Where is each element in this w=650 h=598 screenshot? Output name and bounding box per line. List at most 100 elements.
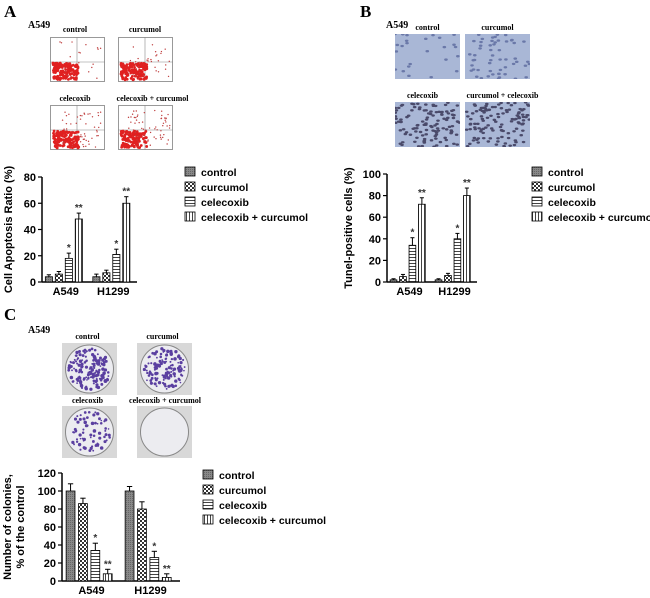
x-tick-label: A549 <box>78 585 104 597</box>
bar-celecoxib-A549 <box>64 257 73 283</box>
bar-curcumol-H1299 <box>137 508 147 582</box>
bar-curcumol-A549 <box>399 276 407 283</box>
legend-swatch <box>184 196 196 207</box>
caption: celecoxib <box>59 94 91 103</box>
legend-swatch <box>531 211 543 222</box>
bar-curcumol-H1299 <box>102 272 111 283</box>
y-tick-label: 100 <box>363 169 381 181</box>
significance-mark: * <box>455 223 459 234</box>
flow-plot-celecoxib <box>50 105 105 155</box>
y-tick-label: 60 <box>24 198 36 210</box>
bar-celecoxib-curcumol-H1299 <box>122 202 131 283</box>
panel-label-b: B <box>360 2 372 21</box>
bar-control-H1299 <box>124 490 135 582</box>
significance-mark: * <box>93 533 97 544</box>
colony-well-curcumol <box>137 343 192 400</box>
legend-label: celecoxib + curcumol <box>219 515 326 527</box>
legend-swatch <box>184 166 196 177</box>
legend-label: celecoxib <box>219 500 267 512</box>
bar-control-A549 <box>65 490 76 582</box>
y-tick-label: 80 <box>44 504 56 516</box>
legend-label: celecoxib <box>548 197 596 209</box>
caption: curcumol <box>146 332 179 341</box>
y-tick-label: 0 <box>30 277 36 289</box>
bar-celecoxib-A549 <box>90 550 101 582</box>
bar-curcumol-H1299 <box>444 275 452 283</box>
y-tick-label: 120 <box>38 468 56 480</box>
panel-label-a: A <box>4 2 17 21</box>
y-tick-label: 20 <box>44 558 56 570</box>
colony-well-control <box>62 343 117 400</box>
significance-mark: * <box>152 541 156 552</box>
flow-plot-curcumol <box>118 37 173 87</box>
legend-swatch <box>531 196 543 207</box>
bar-curcumol-A549 <box>54 273 63 283</box>
caption: control <box>415 23 440 32</box>
bar-control-H1299 <box>92 276 101 283</box>
significance-mark: ** <box>75 203 83 214</box>
x-tick-label: H1299 <box>97 286 129 298</box>
bar-celecoxib-H1299 <box>149 557 160 582</box>
significance-mark: ** <box>418 188 426 199</box>
y-tick-label: 60 <box>369 212 381 224</box>
bar-celecoxib-curcumol-A549 <box>102 573 113 582</box>
y-axis-label: Cell Apoptosis Ratio (%) <box>3 166 15 294</box>
chart-colonies: 0 20 40 60 80 100 120 Number of colonies,% of t… <box>2 468 326 597</box>
bar-celecoxib-curcumol-H1299 <box>463 195 471 283</box>
significance-mark: ** <box>122 187 130 198</box>
x-tick-label: H1299 <box>134 585 166 597</box>
cell-line-label-c: A549 <box>28 325 51 336</box>
caption: curcumol + celecoxib <box>466 91 539 100</box>
y-axis-label: Number of colonies, <box>2 474 14 580</box>
y-axis-label-2: % of the control <box>15 485 27 568</box>
caption: control <box>75 332 100 341</box>
x-tick-label: A549 <box>396 286 422 298</box>
legend-swatch <box>202 499 214 510</box>
caption: control <box>62 25 88 34</box>
legend-swatch <box>202 514 214 525</box>
caption: celecoxib <box>71 396 104 405</box>
significance-mark: * <box>67 243 71 254</box>
colony-well-celecoxib <box>62 406 117 463</box>
bar-celecoxib-curcumol-A549 <box>74 218 83 283</box>
caption: curcumol <box>481 23 514 32</box>
cell-line-label-a: A549 <box>28 20 51 31</box>
chart-tunel: 0 20 40 60 80 100 Tunel-positive cells (%) A549… <box>343 166 650 298</box>
flow-plot-control <box>50 37 105 87</box>
legend-swatch <box>184 211 196 222</box>
y-tick-label: 0 <box>50 576 56 588</box>
caption: celecoxib + curcumol <box>129 396 201 405</box>
micro-image-celecoxib <box>393 101 462 152</box>
caption: celecoxib + curcumol <box>116 94 189 103</box>
legend-label: curcumol <box>548 182 595 194</box>
bar-celecoxib-A549 <box>408 244 417 283</box>
legend-label: control <box>219 470 255 482</box>
y-tick-label: 0 <box>375 277 381 289</box>
x-tick-label: H1299 <box>438 286 470 298</box>
legend-label: celecoxib <box>201 197 249 209</box>
legend-swatch <box>202 469 214 480</box>
legend-label: celecoxib + curcumol <box>548 212 650 224</box>
cell-line-label-b: A549 <box>386 20 409 31</box>
legend-swatch <box>202 484 214 495</box>
micro-image-curcumol <box>465 33 532 84</box>
bar-control-A549 <box>389 279 398 283</box>
y-tick-label: 40 <box>369 234 381 246</box>
legend-label: curcumol <box>201 182 248 194</box>
legend-label: celecoxib + curcumol <box>201 212 308 224</box>
bar-celecoxib-curcumol-H1299 <box>161 577 172 582</box>
y-axis-label: Tunel-positive cells (%) <box>343 167 355 289</box>
y-tick-label: 20 <box>24 251 36 263</box>
y-tick-label: 80 <box>369 191 381 203</box>
y-tick-label: 40 <box>24 225 36 237</box>
caption: curcumol <box>128 25 162 34</box>
legend-swatch <box>184 181 196 192</box>
significance-mark: ** <box>104 559 112 570</box>
y-tick-label: 40 <box>44 540 56 552</box>
legend-label: curcumol <box>219 485 266 497</box>
significance-mark: * <box>410 228 414 239</box>
flow-plot-combo <box>118 105 173 155</box>
bar-curcumol-A549 <box>78 503 88 582</box>
